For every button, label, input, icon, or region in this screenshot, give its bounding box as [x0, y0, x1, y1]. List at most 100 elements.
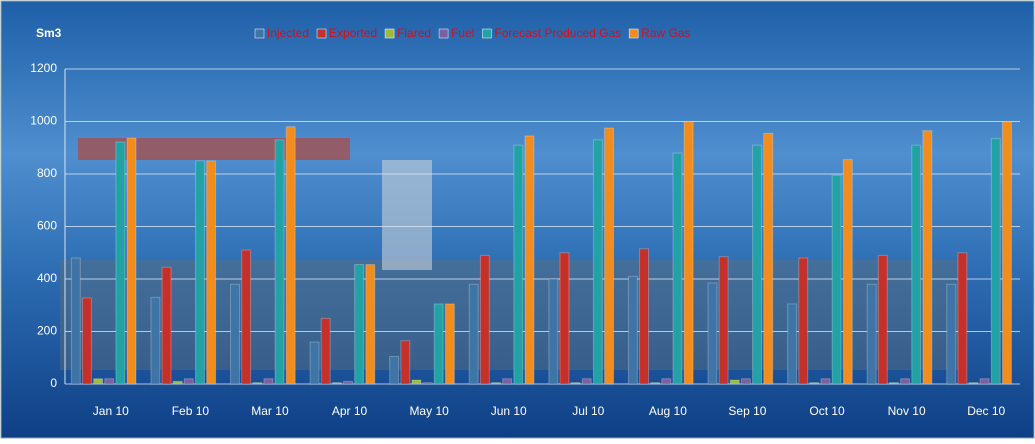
x-tick-label: Aug 10 [649, 404, 687, 418]
bar [763, 132, 774, 385]
bar [990, 138, 1001, 385]
bar [820, 378, 831, 385]
bar [559, 252, 570, 385]
legend-label: Raw Gas [641, 26, 690, 40]
x-tick-label: Apr 10 [332, 404, 368, 418]
y-label: Sm3 [36, 26, 62, 40]
x-tick-label: Jun 10 [491, 404, 527, 418]
legend-swatch [438, 28, 449, 39]
bar [263, 378, 274, 385]
bar [82, 297, 92, 385]
tower [382, 160, 432, 270]
bar [206, 160, 217, 385]
bar [729, 379, 740, 385]
bar [309, 341, 320, 385]
bar [946, 283, 957, 385]
bar [444, 303, 455, 385]
y-tick-label: 1000 [30, 114, 57, 128]
bar [979, 378, 990, 385]
bar [126, 137, 137, 385]
bar [798, 257, 809, 385]
bar [479, 254, 490, 385]
x-tick-label: Mar 10 [251, 404, 289, 418]
platform [60, 260, 960, 370]
bar [877, 254, 888, 385]
bar [968, 382, 979, 385]
bar [922, 130, 933, 385]
bar [524, 135, 535, 385]
bar [150, 296, 161, 385]
bar [752, 144, 763, 385]
x-tick-label: Nov 10 [888, 404, 926, 418]
bar [809, 382, 820, 385]
legend-label: Exported [329, 26, 377, 40]
bar [331, 382, 342, 385]
bar [513, 144, 524, 385]
bar [718, 256, 729, 385]
bar [957, 252, 968, 385]
y-tick-label: 800 [37, 166, 57, 180]
bar [400, 340, 411, 385]
x-tick-label: Feb 10 [172, 404, 210, 418]
x-tick-label: Jan 10 [93, 404, 129, 418]
bar [502, 378, 513, 385]
bar [365, 264, 376, 385]
y-tick-label: 200 [37, 324, 57, 338]
bar [900, 378, 911, 385]
bar [411, 379, 422, 385]
bar [581, 378, 592, 385]
legend-swatch [628, 28, 639, 39]
bar [672, 152, 683, 385]
y-tick-label: 600 [37, 219, 57, 233]
bar [320, 317, 331, 385]
legend: Injected Exported Flared Fuel Forecast Produ… [254, 26, 691, 40]
x-tick-label: Jul 10 [572, 404, 604, 418]
bar [422, 382, 433, 385]
legend-swatch [384, 28, 395, 39]
bar [241, 249, 252, 385]
bar [230, 283, 240, 385]
bar [115, 141, 126, 385]
bar [468, 283, 479, 385]
bar [831, 174, 842, 385]
bar [911, 144, 922, 385]
bar [195, 160, 205, 385]
bar [491, 382, 501, 385]
bar [389, 355, 400, 385]
bar [252, 382, 263, 385]
bar [570, 382, 581, 385]
bar [354, 264, 365, 385]
bar [274, 139, 285, 385]
legend-label: Injected [267, 26, 309, 40]
x-tick-label: Dec 10 [967, 404, 1005, 418]
bar [604, 127, 614, 385]
bar [104, 378, 115, 385]
legend-swatch [316, 28, 327, 39]
bar [172, 380, 183, 385]
x-tick-label: Oct 10 [809, 404, 845, 418]
bar [740, 378, 751, 385]
bar [627, 275, 638, 385]
y-tick-label: 1200 [30, 61, 57, 75]
bar [183, 378, 194, 385]
bar [787, 303, 798, 385]
bar [888, 382, 899, 385]
bar [661, 378, 672, 385]
bar [592, 139, 603, 385]
bar [707, 282, 718, 385]
bar [866, 283, 877, 385]
legend-swatch [482, 28, 492, 39]
legend-swatch [254, 28, 265, 39]
bar [548, 278, 559, 385]
y-tick-label: 400 [37, 271, 57, 285]
bar [93, 378, 104, 385]
legend-label: Forecast Produced Gas [494, 26, 621, 40]
bar [433, 303, 444, 385]
legend-label: Fuel [451, 26, 474, 40]
x-tick-label: May 10 [409, 404, 449, 418]
legend-label: Flared [397, 26, 431, 40]
bar [639, 248, 650, 385]
x-tick-label: Sep 10 [728, 404, 766, 418]
bar [1001, 121, 1012, 385]
bar [70, 257, 81, 385]
